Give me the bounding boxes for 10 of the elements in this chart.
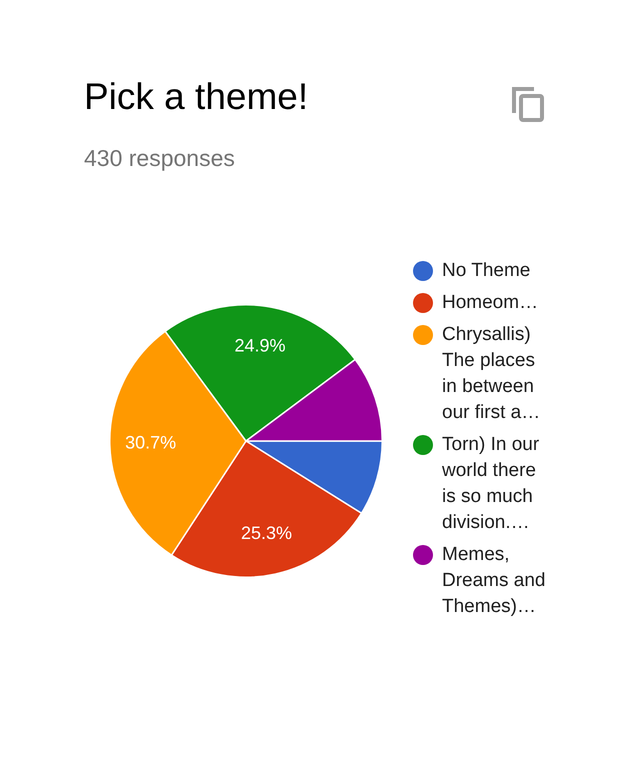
data-label: 24.9%	[234, 336, 286, 356]
chart-subtitle: 430 responses	[84, 145, 235, 172]
chart-title: Pick a theme!	[84, 76, 308, 118]
legend-label: Torn) In our world there is so much division.…	[442, 433, 540, 535]
legend-label: Chrysallis) The places in between our first a…	[442, 323, 542, 425]
legend-label: Memes, Dreams and Themes)…	[442, 543, 546, 619]
data-label: 30.7%	[125, 432, 176, 453]
legend-label: No Theme	[442, 259, 532, 283]
legend-label: Homeom…	[442, 291, 540, 315]
data-label: 25.3%	[240, 523, 292, 544]
